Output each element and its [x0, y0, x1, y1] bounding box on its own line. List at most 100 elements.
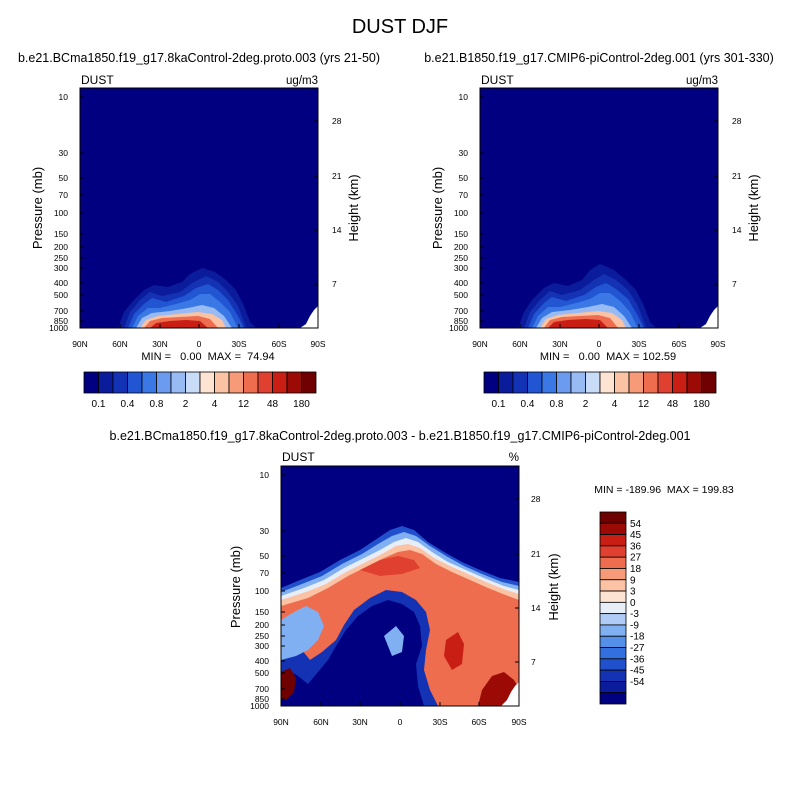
colorbar-swatch	[243, 371, 259, 394]
panel-title: b.e21.B1850.f19_g17.CMIP6-piControl-2deg…	[424, 51, 774, 65]
x-axis: 90N 60N 30N 0 30S 60S 90S	[72, 324, 326, 349]
y-tick-label: 850	[255, 694, 269, 704]
y-axis-pressure: 10 30 50 70 100 150 200 250 300 400 500 …	[49, 92, 84, 333]
colorbar: 0.1 0.4 0.8 2 4 12 48 180	[83, 371, 317, 410]
colorbar-tick-label: 12	[638, 399, 650, 410]
colorbar-swatch	[599, 522, 627, 535]
x-axis: 90N 60N 30N 0 30S 60S 90S	[472, 324, 726, 349]
y-tick-label: 10	[59, 92, 69, 102]
colorbar-tick-label: -18	[630, 632, 645, 643]
colorbar-tick-label: 18	[630, 564, 642, 575]
y-axis-label: Pressure (mb)	[430, 167, 445, 249]
colorbar-swatch	[83, 371, 99, 394]
colorbar-tick-label: 27	[630, 553, 642, 564]
colorbar-swatch	[286, 371, 302, 394]
x-tick-label: 60S	[271, 339, 286, 349]
panel-b: b.e21.B1850.f19_g17.CMIP6-piControl-2deg…	[424, 51, 774, 410]
colorbar-swatch	[301, 371, 317, 394]
x-tick-label: 30S	[231, 339, 246, 349]
contour-field	[80, 88, 318, 328]
colorbar-swatch	[599, 613, 627, 626]
min-max-stats: MIN = 0.00 MAX = 74.94	[141, 351, 274, 363]
y-axis-label: Pressure (mb)	[30, 167, 45, 249]
colorbar-swatch	[686, 371, 702, 394]
colorbar-swatch	[614, 371, 630, 394]
panel-c: b.e21.BCma1850.f19_g17.8kaControl-2deg.p…	[110, 429, 734, 727]
y-tick-label: 300	[255, 641, 269, 651]
y-tick-label: 850	[54, 316, 68, 326]
colorbar-swatch	[599, 658, 627, 671]
units-label: ug/m3	[286, 75, 318, 87]
y-tick-label: 10	[260, 470, 270, 480]
colorbar-tick-label: 36	[630, 541, 642, 552]
colorbar-tick-label: 2	[183, 399, 189, 410]
colorbar-swatch	[156, 371, 172, 394]
x-tick-label: 60N	[313, 717, 329, 727]
y-tick-label: 70	[459, 190, 469, 200]
x-tick-label: 90N	[472, 339, 488, 349]
y-tick-label: 70	[260, 568, 270, 578]
colorbar-tick-label: 180	[293, 399, 310, 410]
min-max-stats: MIN = -189.96 MAX = 199.83	[594, 484, 734, 496]
colorbar-tick-label: 180	[693, 399, 710, 410]
y2-tick-label: 28	[332, 116, 342, 126]
colorbar-swatch	[701, 371, 717, 394]
colorbar-swatch	[599, 556, 627, 569]
x-axis: 90N 60N 30N 0 30S 60S 90S	[273, 702, 527, 727]
y-tick-label: 200	[255, 620, 269, 630]
colorbar-swatch	[599, 669, 627, 682]
y2-axis-label: Height (km)	[346, 174, 361, 241]
colorbar-tick-label: 0.8	[550, 399, 564, 410]
x-tick-label: 0	[398, 717, 403, 727]
panel-title: b.e21.BCma1850.f19_g17.8kaControl-2deg.p…	[18, 51, 380, 65]
y-axis-label: Pressure (mb)	[228, 546, 243, 628]
colorbar-swatch	[599, 601, 627, 615]
variable-label: DUST	[81, 73, 114, 87]
y-tick-label: 50	[59, 173, 69, 183]
y-tick-label: 300	[54, 263, 68, 273]
colorbar-tick-label: 45	[630, 530, 642, 541]
colorbar-tick-label: 4	[612, 399, 618, 410]
colorbar-swatch	[599, 545, 627, 558]
colorbar-swatch	[541, 371, 557, 394]
y-tick-label: 150	[255, 607, 269, 617]
panel-a: b.e21.BCma1850.f19_g17.8kaControl-2deg.p…	[18, 51, 380, 410]
y-tick-label: 100	[454, 208, 468, 218]
colorbar-swatch	[556, 371, 572, 394]
x-tick-label: 90S	[511, 717, 526, 727]
y2-tick-label: 14	[732, 225, 742, 235]
y2-tick-label: 14	[332, 225, 342, 235]
units-label: %	[509, 452, 519, 464]
y-tick-label: 700	[255, 684, 269, 694]
colorbar-swatch	[599, 647, 627, 660]
colorbar-swatch	[512, 371, 528, 394]
x-tick-label: 90N	[72, 339, 88, 349]
colorbar-swatch	[527, 371, 543, 394]
y2-tick-label: 7	[332, 279, 337, 289]
y-tick-label: 30	[260, 526, 270, 536]
colorbar-tick-label: -3	[630, 609, 639, 620]
y-tick-label: 100	[255, 586, 269, 596]
colorbar-swatch	[272, 371, 288, 394]
y-axis-pressure: 10 30 50 70 100 150 200 250 300 400 500 …	[449, 92, 484, 333]
y2-tick-label: 7	[531, 657, 536, 667]
colorbar-tick-label: 4	[212, 399, 218, 410]
colorbar-swatch	[599, 579, 627, 592]
x-tick-label: 90N	[273, 717, 289, 727]
colorbar-swatch	[112, 371, 128, 394]
colorbar-tick-label: 0.4	[121, 399, 135, 410]
y-tick-label: 200	[454, 242, 468, 252]
colorbar-tick-label: 0.8	[150, 399, 164, 410]
y-tick-label: 200	[54, 242, 68, 252]
y-tick-label: 30	[59, 148, 69, 158]
colorbar-swatch	[141, 371, 157, 394]
colorbar-swatch	[498, 371, 514, 394]
colorbar-tick-label: 2	[583, 399, 589, 410]
colorbar-swatch	[585, 371, 601, 394]
colorbar-tick-label: 12	[238, 399, 250, 410]
colorbar-tick-label: 0.1	[92, 399, 106, 410]
x-tick-label: 60N	[112, 339, 128, 349]
colorbar-tick-label: -54	[630, 677, 645, 688]
colorbar-swatch	[98, 371, 114, 394]
